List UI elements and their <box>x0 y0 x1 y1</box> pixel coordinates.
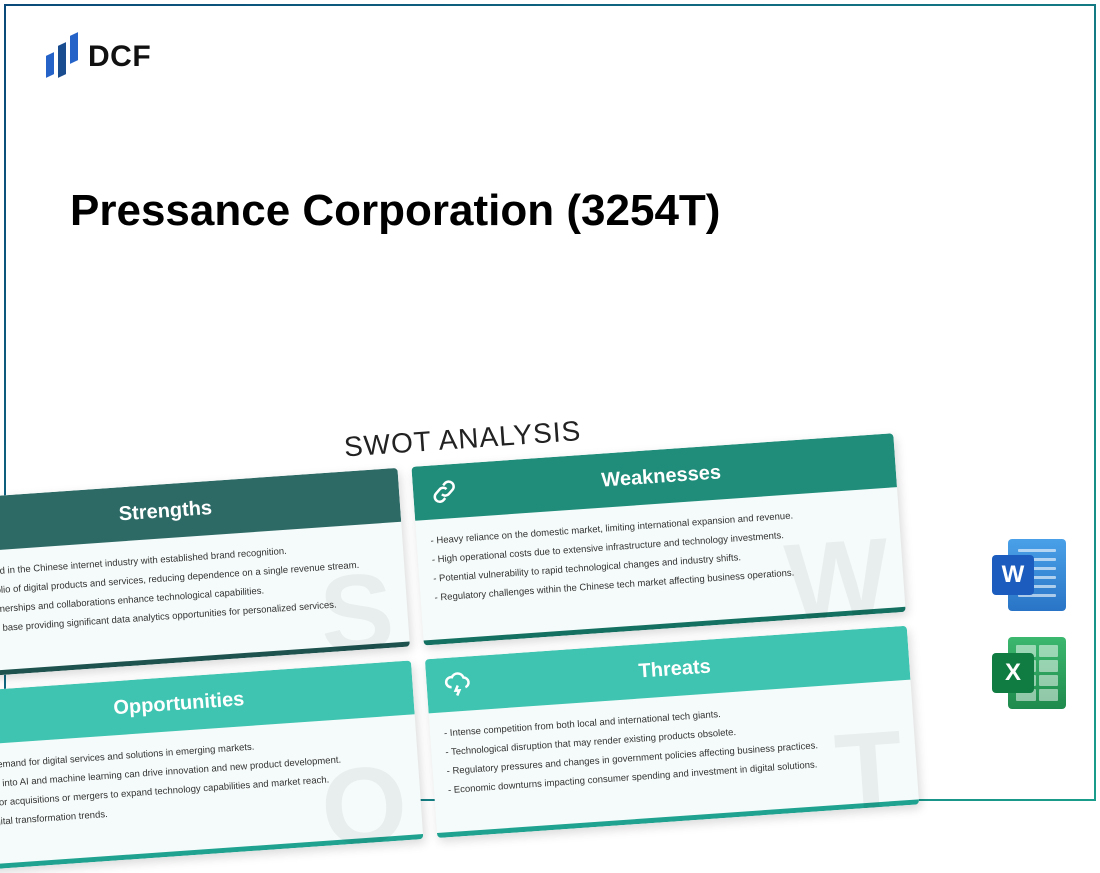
excel-badge: X <box>992 653 1034 693</box>
swot-card-strengths: Strengths - Strong foothold in the Chine… <box>0 468 410 680</box>
page-title: Pressance Corporation (3254T) <box>70 186 720 236</box>
word-badge: W <box>992 555 1034 595</box>
swot-grid: Strengths - Strong foothold in the Chine… <box>0 433 919 872</box>
excel-file-icon: X <box>992 637 1066 709</box>
cloud-storm-icon <box>440 666 476 702</box>
word-file-icon: W <box>992 539 1066 611</box>
link-icon <box>426 474 462 510</box>
file-format-icons: W X <box>992 539 1066 709</box>
swot-card-threats: Threats - Intense competition from both … <box>425 626 919 838</box>
swot-analysis-graphic: SWOT ANALYSIS Strengths - Strong foothol… <box>0 393 919 872</box>
dcf-logo: DCF <box>46 34 151 80</box>
swot-card-weaknesses: Weaknesses - Heavy reliance on the domes… <box>411 433 905 645</box>
dcf-logo-text: DCF <box>88 40 151 74</box>
swot-strengths-body: - Strong foothold in the Chinese interne… <box>0 522 410 675</box>
swot-card-opportunities: Opportunities - Growing demand for digit… <box>0 660 423 872</box>
dcf-logo-icon <box>46 34 80 80</box>
product-card-frame: DCF Pressance Corporation (3254T) SWOT A… <box>4 4 1096 801</box>
